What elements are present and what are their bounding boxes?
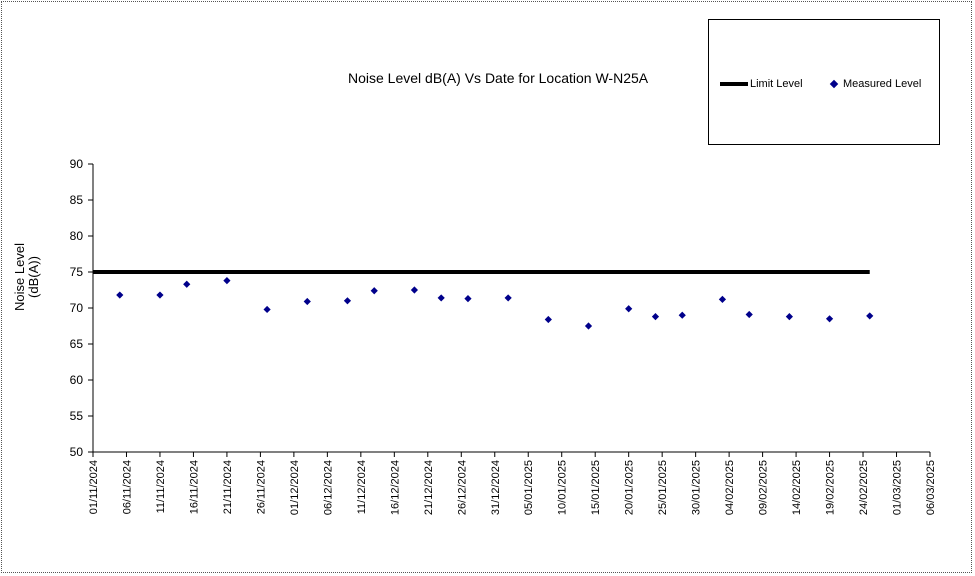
measured-level-point	[263, 305, 271, 314]
y-tick-label: 90	[70, 157, 84, 171]
x-tick-label: 16/11/2024	[188, 460, 200, 514]
measured-level-point	[651, 313, 660, 321]
x-tick-label: 10/01/2025	[557, 460, 569, 515]
measured-level-point	[678, 311, 686, 319]
x-tick-label: 31/12/2024	[490, 460, 502, 515]
measured-level-point	[866, 312, 874, 320]
x-tick-label: 26/12/2024	[456, 460, 468, 515]
legend-label-measured: Measured Level	[843, 78, 922, 90]
measured-level-point	[825, 315, 834, 323]
measured-level-point	[504, 294, 512, 302]
y-tick-label: 65	[70, 337, 84, 351]
y-tick-label: 80	[70, 229, 84, 243]
x-tick-label: 01/03/2025	[892, 460, 904, 515]
x-tick-label: 01/11/2024	[88, 460, 100, 514]
x-tick-label: 26/11/2024	[255, 460, 267, 514]
measured-level-point	[544, 315, 552, 324]
x-tick-label: 06/12/2024	[322, 460, 334, 515]
x-tick-label: 25/01/2025	[657, 460, 669, 515]
x-tick-label: 16/12/2024	[389, 460, 401, 515]
legend-line-swatch	[720, 82, 748, 86]
y-tick-label: 50	[70, 445, 84, 459]
x-tick-label: 21/12/2024	[423, 460, 435, 515]
x-tick-label: 20/01/2025	[624, 460, 636, 515]
x-tick-label: 04/02/2025	[724, 460, 736, 515]
x-tick-label: 01/12/2024	[289, 460, 301, 515]
y-tick-label: 60	[70, 373, 84, 387]
y-tick-label: 70	[70, 301, 84, 315]
x-tick-label: 11/11/2024	[155, 460, 167, 513]
measured-level-point	[343, 297, 352, 305]
measured-level-point	[437, 294, 445, 302]
x-tick-label: 21/11/2024	[222, 460, 234, 514]
y-axis-title: Noise Level (dB(A))	[12, 243, 41, 311]
x-tick-label: 06/03/2025	[925, 460, 937, 515]
measured-level-point	[370, 287, 378, 295]
measured-level-point	[223, 277, 231, 285]
x-tick-label: 11/12/2024	[356, 460, 368, 514]
y-tick-label: 55	[70, 409, 84, 423]
legend-label-limit: Limit Level	[750, 78, 803, 90]
x-tick-label: 06/11/2024	[121, 460, 133, 514]
x-tick-label: 19/02/2025	[825, 460, 837, 515]
measured-level-point	[584, 322, 593, 330]
x-tick-label: 05/01/2025	[523, 460, 535, 515]
measured-level-point	[183, 280, 191, 288]
measured-level-point	[625, 305, 633, 313]
measured-level-point	[745, 310, 753, 319]
x-tick-label: 15/01/2025	[590, 460, 602, 515]
measured-level-point	[785, 313, 793, 321]
x-tick-label: 24/02/2025	[858, 460, 870, 515]
y-tick-label: 85	[70, 193, 84, 207]
x-tick-label: 09/02/2025	[758, 460, 770, 515]
x-tick-label: 14/02/2025	[791, 460, 803, 515]
legend-item-limit-level: Limit Level	[720, 77, 803, 91]
y-tick-label: 75	[70, 265, 84, 279]
x-tick-label: 30/01/2025	[691, 460, 703, 515]
measured-level-point	[156, 291, 164, 299]
measured-level-point	[718, 295, 727, 303]
measured-level-point	[464, 295, 472, 303]
legend-item-measured-level: Measured Level	[826, 77, 921, 91]
legend-diamond-marker	[829, 79, 839, 89]
measured-level-point	[116, 291, 124, 299]
chart-title: Noise Level dB(A) Vs Date for Location W…	[348, 70, 649, 86]
measured-level-point	[410, 286, 419, 294]
measured-level-point	[303, 297, 311, 306]
legend: Limit Level Measured Level	[708, 19, 940, 145]
